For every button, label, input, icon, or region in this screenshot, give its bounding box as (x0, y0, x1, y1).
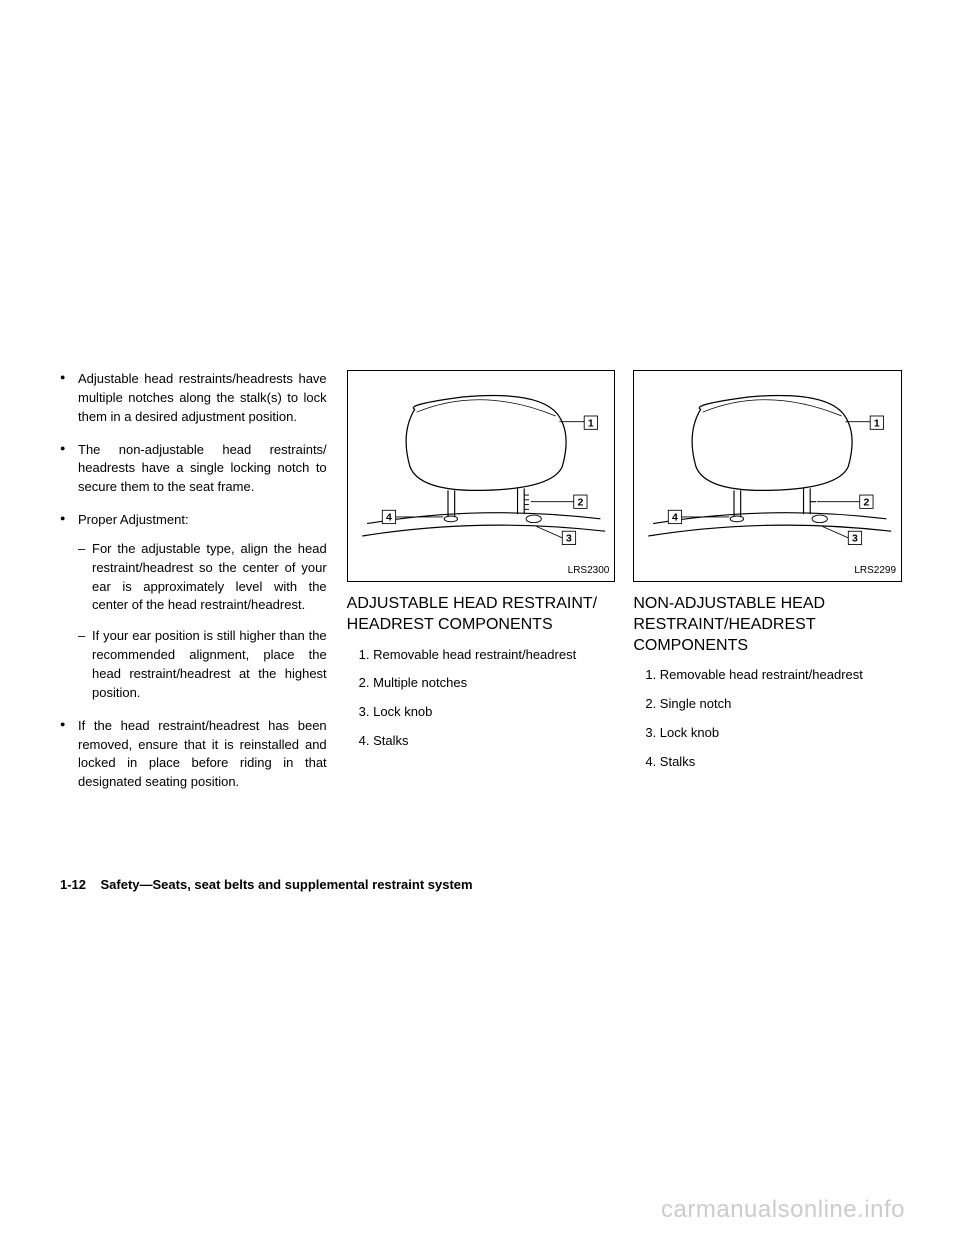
page-number: 1-12 (60, 877, 86, 892)
section-heading: NON-ADJUSTABLE HEAD RESTRAINT/HEADREST C… (633, 594, 900, 656)
sub-bullet-list: For the adjustable type, align the head … (78, 540, 327, 703)
page-content: Adjustable head restraints/headrests hav… (0, 0, 960, 806)
headrest-diagram-icon: 1 2 3 4 (634, 371, 901, 581)
svg-text:3: 3 (566, 534, 572, 545)
svg-text:2: 2 (864, 498, 870, 509)
component-list: 1. Removable head restraint/headrest 2. … (645, 666, 900, 771)
bullet-list: Adjustable head restraints/headrests hav… (60, 370, 327, 792)
middle-column: 1 2 3 4 LRS2300 ADJUSTABLE HEAD RESTRAIN… (347, 370, 614, 806)
svg-text:2: 2 (577, 498, 583, 509)
sub-bullet-item: For the adjustable type, align the head … (78, 540, 327, 615)
svg-text:4: 4 (672, 513, 678, 524)
svg-text:4: 4 (386, 513, 392, 524)
figure-label: LRS2300 (568, 564, 610, 579)
svg-text:3: 3 (852, 534, 858, 545)
watermark: carmanualsonline.info (661, 1196, 905, 1224)
list-item: 1. Removable head restraint/headrest (645, 666, 900, 685)
left-column: Adjustable head restraints/headrests hav… (60, 370, 327, 806)
bullet-item: Proper Adjustment: For the adjustable ty… (60, 511, 327, 703)
list-item: 2. Multiple notches (359, 674, 614, 693)
figure-non-adjustable: 1 2 3 4 LRS2299 (633, 370, 902, 582)
list-item: 3. Lock knob (645, 724, 900, 743)
right-column: 1 2 3 4 LRS2299 NON-ADJUSTABLE HEAD REST… (633, 370, 900, 806)
headrest-diagram-icon: 1 2 3 4 (348, 371, 615, 581)
sub-bullet-item: If your ear position is still higher tha… (78, 627, 327, 702)
svg-text:1: 1 (588, 418, 594, 429)
bullet-item: If the head restraint/headrest has been … (60, 717, 327, 792)
page-footer: 1-12 Safety—Seats, seat belts and supple… (60, 877, 473, 892)
list-item: 4. Stalks (359, 732, 614, 751)
figure-adjustable: 1 2 3 4 LRS2300 (347, 370, 616, 582)
list-item: 2. Single notch (645, 695, 900, 714)
list-item: 3. Lock knob (359, 703, 614, 722)
list-item: 4. Stalks (645, 753, 900, 772)
footer-section-title: Safety—Seats, seat belts and supplementa… (100, 877, 472, 892)
list-item: 1. Removable head restraint/headrest (359, 646, 614, 665)
figure-label: LRS2299 (854, 564, 896, 579)
component-list: 1. Removable head restraint/headrest 2. … (359, 646, 614, 751)
bullet-item: Adjustable head restraints/headrests hav… (60, 370, 327, 427)
section-heading: ADJUSTABLE HEAD RESTRAINT/ HEADREST COMP… (347, 594, 614, 636)
svg-text:1: 1 (874, 418, 880, 429)
bullet-item: The non-adjustable head restraints/ head… (60, 441, 327, 498)
bullet-text: Proper Adjustment: (78, 512, 189, 527)
